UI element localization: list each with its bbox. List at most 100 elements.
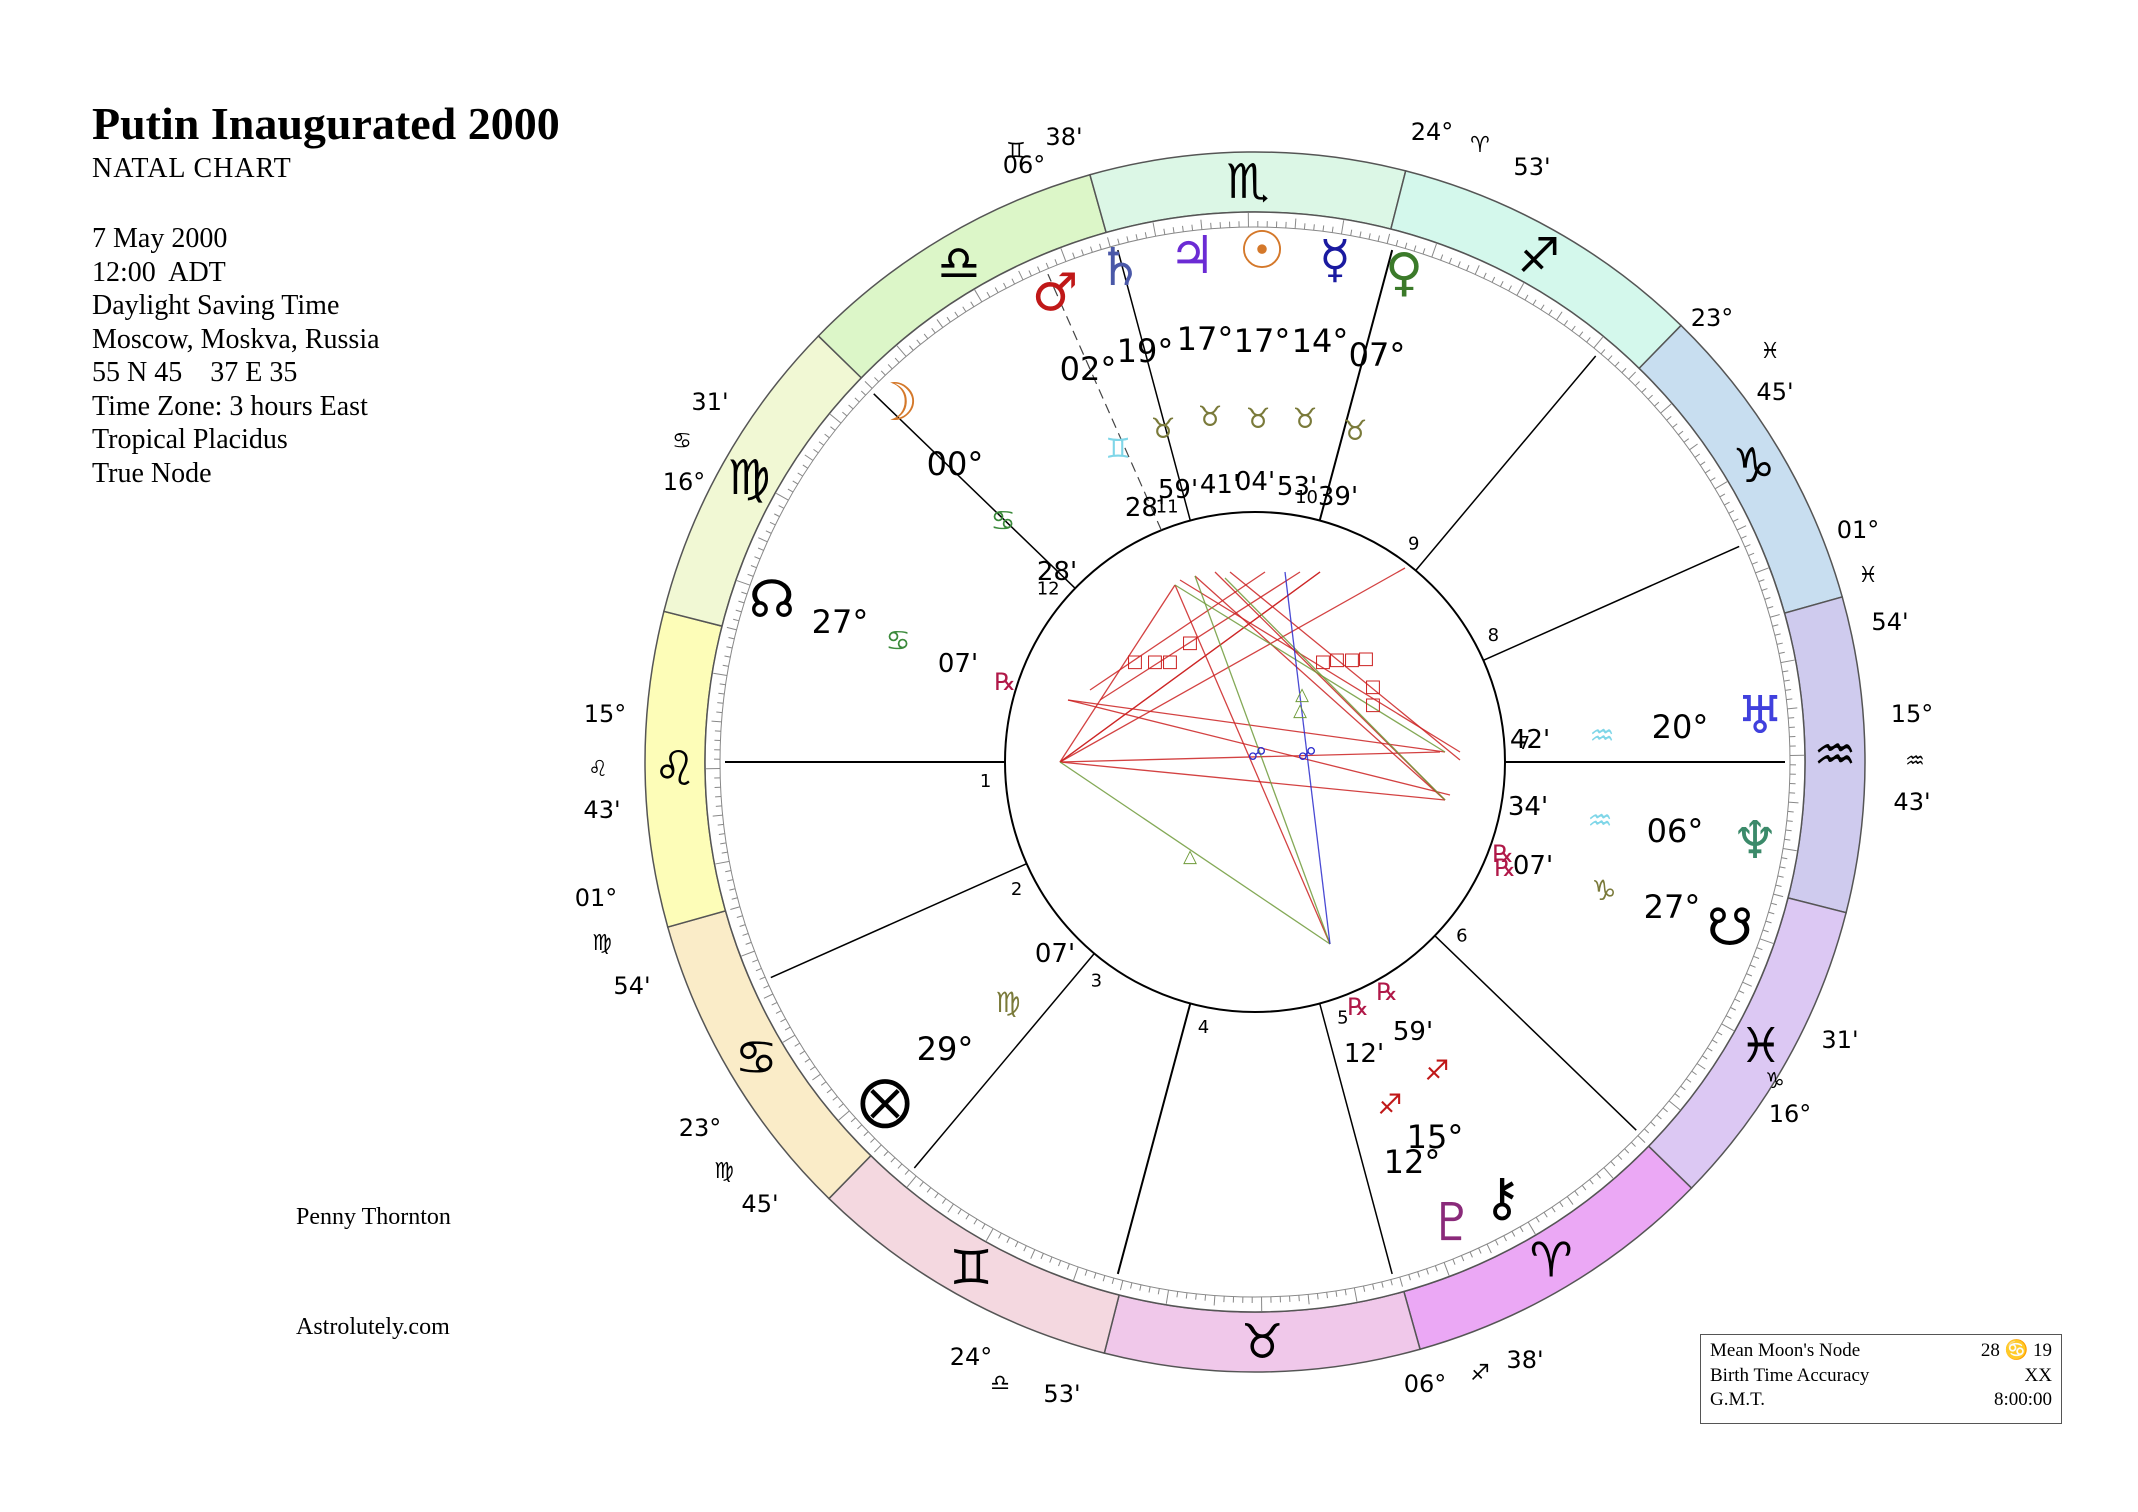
square-aspect-line [1179, 579, 1461, 753]
degree-tick [998, 1232, 1002, 1239]
detail-timezone: Time Zone: 3 hours East [92, 390, 368, 422]
degree-tick [848, 404, 854, 410]
square-aspect-icon: □ [1126, 651, 1143, 672]
degree-tick [1018, 270, 1024, 281]
degree-tick [962, 306, 967, 313]
capricorn-icon: ♑ [1732, 438, 1775, 494]
sun-sign-icon: ♉ [1245, 402, 1270, 435]
info-label: Birth Time Accuracy [1710, 1364, 1870, 1386]
degree-tick [1386, 233, 1391, 244]
degree-tick [725, 870, 732, 873]
degree-tick [797, 472, 804, 477]
degree-tick [1037, 266, 1041, 273]
degree-tick [1596, 1173, 1601, 1179]
degree-tick [712, 814, 723, 817]
degree-tick [1593, 336, 1604, 349]
degree-tick [718, 692, 725, 695]
degree-tick [1786, 698, 1793, 701]
degree-tick [1683, 438, 1690, 443]
degree-tick [747, 573, 754, 577]
degree-tick [1714, 481, 1728, 490]
degree-tick [1030, 1249, 1036, 1259]
degree-tick [1172, 227, 1175, 234]
trine-aspect-line [1194, 575, 1331, 945]
moon-sign-icon: ♋ [990, 504, 1015, 537]
degree-tick [717, 702, 724, 704]
uranus-icon: ♅ [1737, 686, 1784, 746]
degree-tick [1474, 265, 1480, 275]
square-aspect-line [1059, 751, 1441, 763]
degree-tick [758, 537, 768, 543]
degree-tick [1680, 1085, 1686, 1091]
degree-tick [1213, 1295, 1216, 1306]
jupiter-minutes: 41' [1200, 470, 1240, 500]
degree-tick [985, 1228, 994, 1242]
degree-tick [1628, 371, 1636, 380]
moon-minutes: 28' [1037, 557, 1077, 587]
degree-tick [897, 1163, 903, 1169]
trine-aspect-line [1059, 761, 1331, 945]
degree-tick [1072, 252, 1076, 259]
degree-tick [1466, 264, 1470, 271]
degree-tick [1672, 423, 1678, 428]
house-number: 3 [1091, 970, 1102, 991]
degree-tick [1706, 1047, 1713, 1052]
house-cusp-line [873, 393, 1076, 589]
cusp-minutes: 45' [1756, 378, 1793, 406]
degree-tick [829, 413, 842, 424]
degree-tick [1028, 270, 1032, 277]
degree-tick [1548, 309, 1553, 316]
cusp-minutes: 45' [741, 1190, 778, 1218]
degree-tick [1662, 1107, 1668, 1113]
degree-tick [1084, 1269, 1088, 1276]
degree-tick [794, 1042, 801, 1047]
degree-tick [1777, 875, 1784, 878]
square-aspect-line [1089, 571, 1266, 691]
degree-tick [720, 842, 727, 845]
degree-tick [1200, 219, 1203, 230]
degree-tick [1060, 248, 1067, 262]
degree-tick [1742, 981, 1752, 987]
degree-tick [1426, 1268, 1429, 1275]
info-row: Birth Time Accuracy XX [1701, 1364, 2061, 1389]
degree-tick [1404, 242, 1408, 249]
pluto-minutes: 12' [1344, 1039, 1384, 1069]
square-aspect-icon: □ [1364, 676, 1381, 697]
degree-tick [842, 411, 848, 417]
house-cusp-line [1117, 249, 1192, 521]
degree-tick [1610, 1161, 1616, 1167]
degree-tick [1769, 614, 1780, 618]
degree-tick [1443, 1262, 1450, 1276]
mars-icon: ♂ [1032, 263, 1079, 323]
detail-coords: 55 N 45 37 E 35 [92, 357, 298, 388]
degree-tick [1780, 659, 1795, 664]
degree-tick [1696, 1063, 1706, 1070]
trine-aspect-icon: △ [1295, 684, 1309, 705]
degree-tick [778, 505, 785, 509]
leo-icon: ♌ [654, 741, 697, 797]
degree-tick [1644, 1128, 1650, 1134]
house-number: 5 [1337, 1007, 1348, 1028]
chiron-retrograde: ℞ [1376, 978, 1398, 1006]
north-node-sign-icon: ♋ [885, 624, 910, 657]
square-aspect-icon: □ [1314, 651, 1331, 672]
degree-tick [1163, 228, 1166, 235]
degree-tick [1491, 276, 1496, 283]
degree-tick [1011, 278, 1016, 285]
degree-tick [874, 377, 880, 383]
degree-tick [729, 888, 736, 891]
square-aspect-line [1059, 567, 1406, 763]
square-aspect-line [1067, 699, 1451, 796]
degree-tick [1316, 1293, 1319, 1300]
degree-tick [1111, 1277, 1115, 1284]
degree-tick [1779, 866, 1786, 869]
degree-tick [1751, 561, 1758, 565]
opposition-aspect-icon: ☍ [1248, 744, 1266, 765]
degree-tick [1045, 262, 1050, 269]
square-aspect-icon: □ [1161, 651, 1178, 672]
degree-tick [722, 664, 729, 667]
square-aspect-line [1194, 575, 1446, 801]
degree-tick [1721, 1023, 1735, 1032]
degree-tick [1148, 1286, 1151, 1293]
degree-tick [1704, 469, 1711, 474]
